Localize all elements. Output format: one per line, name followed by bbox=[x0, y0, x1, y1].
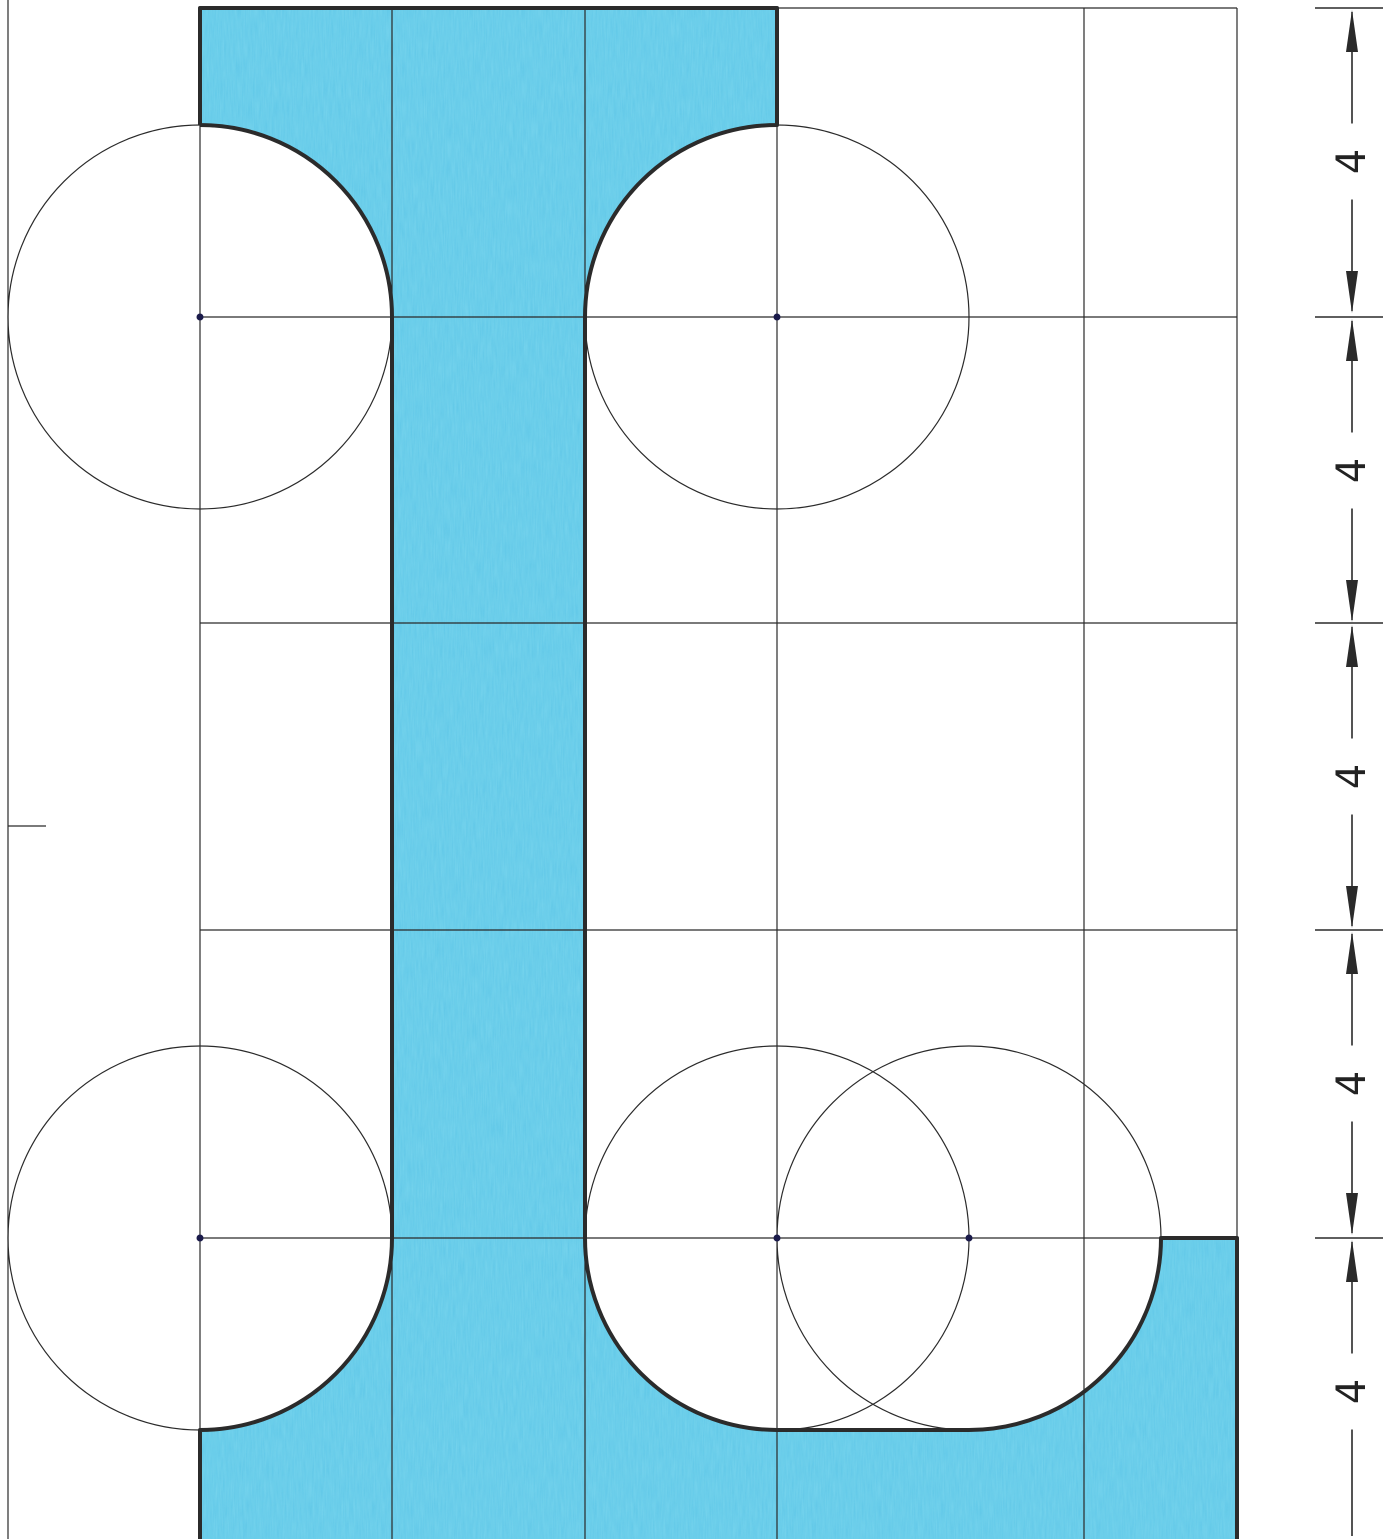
dimension-arrow-up bbox=[1346, 1240, 1358, 1282]
letter-l-fill bbox=[200, 8, 1237, 1539]
dimension-arrow-up bbox=[1346, 319, 1358, 361]
center-point bbox=[773, 313, 781, 321]
dimension-label: 4 bbox=[1329, 149, 1375, 174]
dimension-arrow-up bbox=[1346, 10, 1358, 52]
dimension-arrow-down bbox=[1346, 580, 1358, 622]
dimension-arrow-down bbox=[1346, 886, 1358, 928]
center-point bbox=[965, 1234, 973, 1242]
dimension-label: 4 bbox=[1329, 458, 1375, 483]
dimension-label: 4 bbox=[1329, 1379, 1375, 1404]
dimension-arrow-up bbox=[1346, 625, 1358, 667]
dimension-arrow-up bbox=[1346, 932, 1358, 974]
center-point bbox=[773, 1234, 781, 1242]
letter-l-outline bbox=[198, 6, 1239, 1539]
center-point bbox=[196, 313, 204, 321]
center-point bbox=[196, 1234, 204, 1242]
dimension-arrow-down bbox=[1346, 1193, 1358, 1235]
center-points bbox=[196, 313, 973, 1242]
dimension-chain: 4 4 4 4 4 bbox=[1315, 7, 1383, 1536]
page-border bbox=[7, 0, 46, 1539]
dimension-label: 4 bbox=[1329, 764, 1375, 789]
dimension-label: 4 bbox=[1329, 1071, 1375, 1096]
dimension-arrow-down bbox=[1346, 271, 1358, 313]
construction-grid bbox=[199, 7, 1238, 1539]
